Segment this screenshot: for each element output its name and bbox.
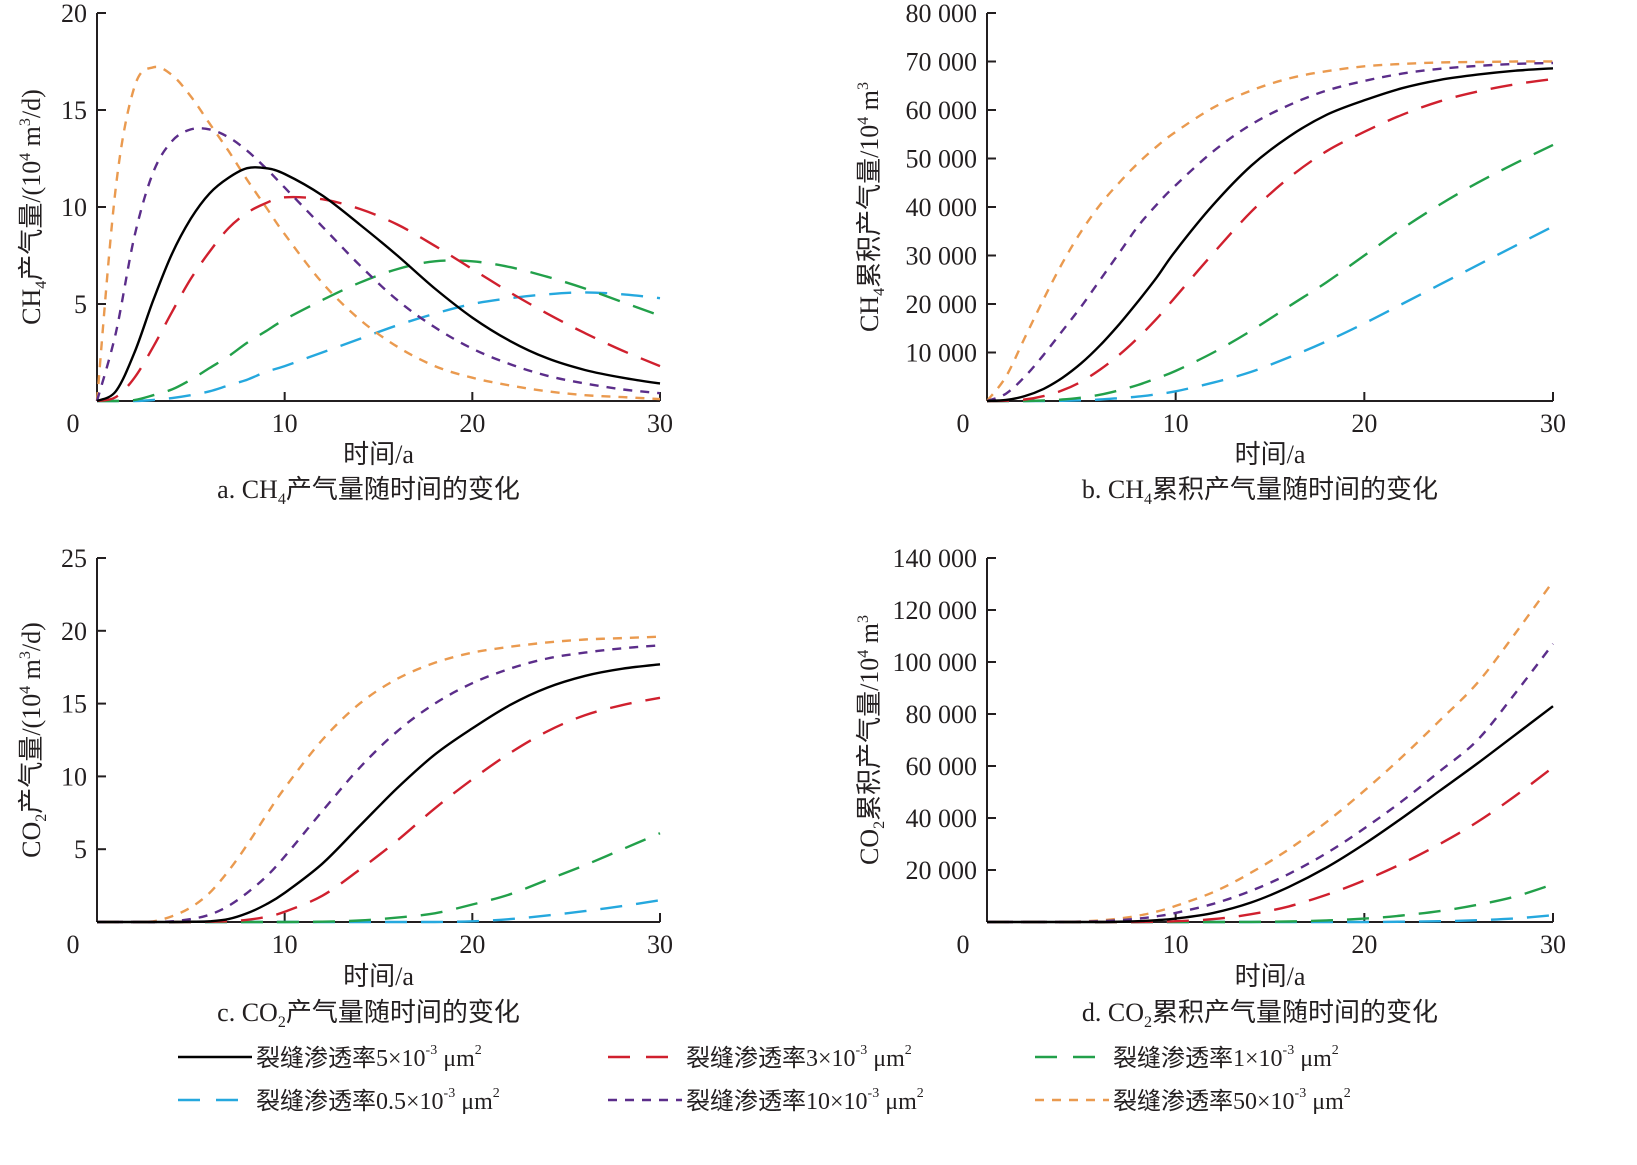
y-tick-label: 30 000 — [906, 242, 978, 271]
legend-item-k10: 裂缝渗透率10×10-3 μm2 — [608, 1086, 924, 1115]
series-line-k5 — [96, 166, 661, 403]
y-tick-label: 60 000 — [906, 752, 978, 781]
series-line-k3 — [986, 77, 1554, 403]
x-tick-label: 30 — [647, 930, 673, 959]
chart-panel-a: 5 10 15 20 0 10 20 30 时间/a CH4产气量/(104 m3/d) a. CH… — [17, 0, 673, 508]
x-tick-label: 20 — [459, 409, 485, 438]
x-tick-label: 20 — [1351, 930, 1377, 959]
y-tick-label: 80 000 — [906, 0, 978, 28]
series-line-k1 — [97, 259, 661, 403]
y-tick-label: 100 000 — [893, 648, 978, 677]
y-tick-label: 40 000 — [906, 804, 978, 833]
legend-label: 裂缝渗透率50×10-3 μm2 — [1113, 1086, 1351, 1115]
y-tick-label: 20 — [61, 0, 87, 28]
y-tick-label: 50 000 — [906, 145, 978, 174]
legend-item-k05: 裂缝渗透率0.5×10-3 μm2 — [178, 1086, 500, 1115]
series-line-k5 — [97, 663, 661, 924]
legend: 裂缝渗透率5×10-3 μm2 裂缝渗透率3×10-3 μm2 裂缝渗透率1×10-… — [178, 1043, 1351, 1115]
y-axis-label: CH4产气量/(104 m3/d) — [17, 89, 50, 325]
y-axis-label: CH4累积产气量/104 m3 — [855, 82, 888, 332]
legend-label: 裂缝渗透率10×10-3 μm2 — [686, 1086, 924, 1115]
legend-label: 裂缝渗透率1×10-3 μm2 — [1113, 1043, 1339, 1072]
x-tick-label: 10 — [272, 930, 298, 959]
series-line-k50 — [986, 60, 1554, 402]
x-axis-label: 时间/a — [343, 440, 414, 469]
series-line-k50 — [95, 65, 661, 402]
y-axis-label: CO2产气量/(104 m3/d) — [17, 622, 50, 858]
legend-item-k50: 裂缝渗透率50×10-3 μm2 — [1035, 1086, 1351, 1115]
series-line-k3 — [96, 195, 661, 403]
y-tick-label: 25 — [61, 544, 87, 573]
y-tick-label: 60 000 — [906, 96, 978, 125]
series-line-k10 — [986, 61, 1554, 403]
y-tick-label: 10 000 — [906, 339, 978, 368]
legend-label: 裂缝渗透率5×10-3 μm2 — [256, 1043, 482, 1072]
y-tick-label: 10 — [61, 762, 87, 791]
x-tick-label: 10 — [1163, 930, 1189, 959]
x-tick-label: 0 — [957, 409, 970, 438]
legend-item-k1: 裂缝渗透率1×10-3 μm2 — [1035, 1043, 1339, 1072]
series-line-k10 — [97, 644, 661, 924]
x-tick-label: 20 — [459, 930, 485, 959]
chart-panel-b: 10 000 20 000 30 000 40 000 50 000 60 000 70 0… — [855, 0, 1566, 508]
series-line-k10 — [95, 127, 661, 402]
legend-label: 裂缝渗透率3×10-3 μm2 — [686, 1043, 912, 1072]
legend-item-k5: 裂缝渗透率5×10-3 μm2 — [178, 1043, 482, 1072]
series-line-k1 — [97, 832, 661, 924]
series-line-k3 — [987, 766, 1554, 924]
y-tick-label: 5 — [74, 290, 87, 319]
y-tick-label: 5 — [74, 835, 87, 864]
x-tick-label: 10 — [1163, 409, 1189, 438]
x-tick-label: 0 — [67, 930, 80, 959]
y-axis-label: CO2累积产气量/104 m3 — [855, 615, 888, 865]
series-line-k10 — [987, 643, 1554, 924]
x-tick-label: 30 — [647, 409, 673, 438]
panel-caption: d. CO2累积产气量随时间的变化 — [1082, 998, 1438, 1031]
y-tick-label: 80 000 — [906, 700, 978, 729]
y-tick-label: 20 000 — [906, 856, 978, 885]
series-line-k5 — [986, 67, 1554, 403]
x-tick-label: 0 — [67, 409, 80, 438]
y-tick-label: 20 — [61, 617, 87, 646]
panel-caption: a. CH4产气量随时间的变化 — [217, 475, 520, 508]
y-tick-label: 140 000 — [893, 544, 978, 573]
x-tick-label: 30 — [1540, 409, 1566, 438]
y-tick-label: 120 000 — [893, 596, 978, 625]
x-axis-label: 时间/a — [1235, 962, 1306, 991]
y-tick-label: 15 — [61, 96, 87, 125]
series-line-k50 — [97, 635, 661, 924]
chart-panel-d: 20 000 40 000 60 000 80 000 100 000 120 000 14… — [855, 544, 1566, 1031]
y-tick-label: 20 000 — [906, 290, 978, 319]
y-tick-label: 70 000 — [906, 48, 978, 77]
x-axis-label: 时间/a — [1235, 440, 1306, 469]
y-tick-label: 10 — [61, 193, 87, 222]
series-line-k5 — [987, 705, 1554, 924]
x-tick-label: 20 — [1351, 409, 1377, 438]
legend-label: 裂缝渗透率0.5×10-3 μm2 — [256, 1086, 500, 1115]
series-line-k05 — [97, 291, 661, 403]
x-axis-label: 时间/a — [343, 962, 414, 991]
x-tick-label: 0 — [957, 930, 970, 959]
x-tick-label: 30 — [1540, 930, 1566, 959]
y-tick-label: 40 000 — [906, 193, 978, 222]
chart-panel-c: 5 10 15 20 25 0 10 20 30 时间/a CO2产气量/(104 m3/d) c. … — [17, 544, 673, 1031]
panel-caption: b. CH4累积产气量随时间的变化 — [1082, 475, 1438, 508]
panel-caption: c. CO2产气量随时间的变化 — [217, 998, 520, 1031]
legend-item-k3: 裂缝渗透率3×10-3 μm2 — [608, 1043, 912, 1072]
series-line-k1 — [987, 883, 1554, 924]
series-line-k3 — [97, 696, 661, 924]
x-tick-label: 10 — [272, 409, 298, 438]
y-tick-label: 15 — [61, 690, 87, 719]
series-line-k1 — [987, 143, 1554, 403]
series-line-k50 — [987, 580, 1554, 924]
series-line-k05 — [987, 225, 1554, 403]
